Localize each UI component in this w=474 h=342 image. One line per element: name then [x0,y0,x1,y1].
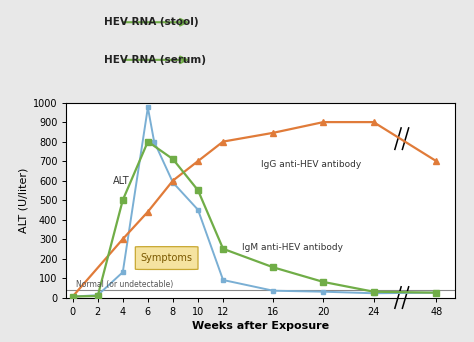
Text: IgG anti-HEV antibody: IgG anti-HEV antibody [261,160,361,169]
Text: Normal (or undetectable): Normal (or undetectable) [76,280,173,289]
Y-axis label: ALT (U/liter): ALT (U/liter) [18,167,28,233]
Text: HEV RNA (stool): HEV RNA (stool) [104,17,199,27]
Text: HEV RNA (serum): HEV RNA (serum) [104,55,206,65]
FancyBboxPatch shape [135,247,198,269]
Text: IgM anti-HEV antibody: IgM anti-HEV antibody [242,243,343,252]
X-axis label: Weeks after Exposure: Weeks after Exposure [192,321,329,331]
Text: Symptoms: Symptoms [141,253,192,263]
Text: ALT: ALT [113,176,129,186]
